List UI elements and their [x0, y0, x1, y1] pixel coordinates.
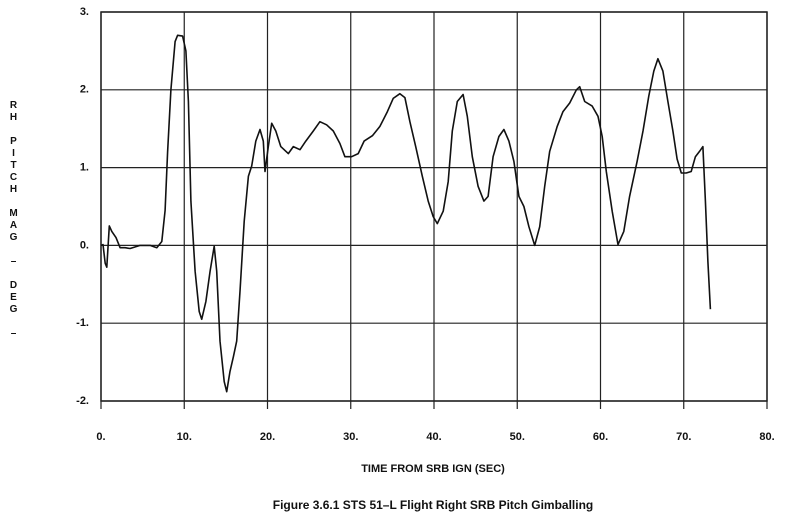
x-tick-label: 0.	[96, 431, 105, 443]
x-axis-label: TIME FROM SRB IGN (SEC)	[361, 463, 505, 475]
x-tick-label: 70.	[676, 431, 691, 443]
x-tick-label: 80.	[759, 431, 774, 443]
x-tick-label: 60.	[593, 431, 608, 443]
x-tick-label: 30.	[343, 431, 358, 443]
x-tick-label: 20.	[260, 431, 275, 443]
x-tick-label: 40.	[426, 431, 441, 443]
data-line	[100, 34, 712, 393]
y-axis-label: RH PITCH MAG – DEG –	[8, 100, 19, 340]
y-tick-label: 0.	[80, 239, 89, 251]
y-tick-label: 2.	[80, 84, 89, 96]
x-tick-label: 10.	[177, 431, 192, 443]
x-tick-label: 50.	[510, 431, 525, 443]
chart-title: Figure 3.6.1 STS 51–L Flight Right SRB P…	[273, 498, 594, 512]
y-tick-label: -2.	[76, 395, 89, 407]
y-tick-label: -1.	[76, 317, 89, 329]
y-tick-label: 1.	[80, 162, 89, 174]
y-tick-label: 3.	[80, 6, 89, 18]
